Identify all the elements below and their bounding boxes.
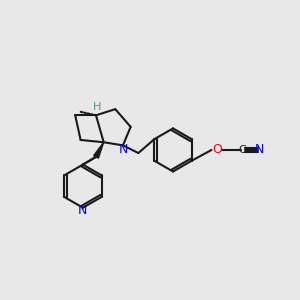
Polygon shape: [94, 142, 104, 158]
Text: O: O: [212, 143, 222, 157]
Text: N: N: [255, 143, 264, 157]
Text: N: N: [78, 204, 88, 217]
Text: N: N: [119, 143, 128, 156]
Text: C: C: [238, 145, 246, 155]
Text: H: H: [93, 102, 102, 112]
